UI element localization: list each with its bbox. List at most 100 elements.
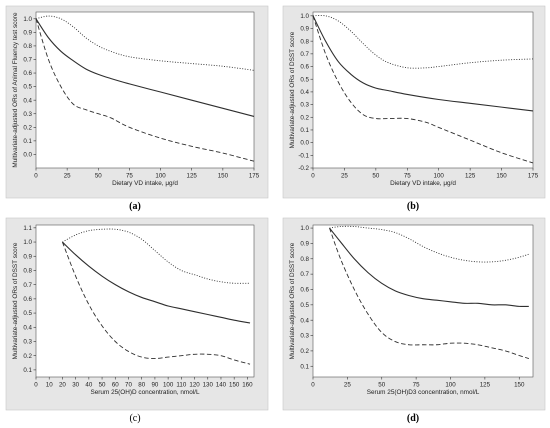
x-tick-label: 30 bbox=[72, 382, 79, 389]
y-tick-label: 0.1 bbox=[300, 127, 309, 134]
y-tick-label: 0.1 bbox=[300, 363, 309, 370]
y-tick-label: 0.6 bbox=[300, 287, 309, 294]
y-tick-label: 0.8 bbox=[23, 43, 32, 50]
x-tick-label: 120 bbox=[189, 382, 200, 389]
x-tick-label: 40 bbox=[85, 382, 92, 389]
x-tick-label: 125 bbox=[465, 173, 476, 180]
y-tick-label: 0.9 bbox=[23, 253, 32, 260]
x-tick-label: 80 bbox=[138, 382, 145, 389]
panel-caption: (d) bbox=[407, 413, 419, 424]
y-tick-label: 1.0 bbox=[300, 225, 309, 232]
chart-panel-c: 0.1 0.2 0.3 0.4 0.5 0.6 0.7 0.8 0.9 1.0 1.1 0 10 20 30… bbox=[5, 217, 269, 424]
y-tick-label: 0.1 bbox=[23, 138, 32, 145]
panel-caption: (c) bbox=[129, 413, 140, 424]
y-tick-label: 0.4 bbox=[23, 324, 32, 331]
panel-caption: (a) bbox=[129, 201, 141, 212]
y-tick-label: 0.1 bbox=[23, 367, 32, 374]
series-line-dotted bbox=[329, 225, 530, 263]
x-tick-label: 25 bbox=[344, 382, 351, 389]
y-tick-label: 0.4 bbox=[300, 317, 309, 324]
x-tick-label: 50 bbox=[372, 173, 379, 180]
x-tick-label: 50 bbox=[378, 382, 385, 389]
y-tick-label: 0.6 bbox=[300, 64, 309, 71]
y-tick-label: 0.3 bbox=[23, 339, 32, 346]
x-tick-label: 100 bbox=[434, 173, 445, 180]
x-tick-label: 175 bbox=[249, 173, 260, 180]
plot-area bbox=[35, 224, 255, 378]
x-tick-label: 150 bbox=[229, 382, 240, 389]
series-line-dotted bbox=[62, 228, 251, 284]
x-tick-label: 50 bbox=[95, 173, 102, 180]
y-tick-label: 0.8 bbox=[23, 268, 32, 275]
series-line-solid bbox=[62, 241, 251, 324]
x-tick-label: 0 bbox=[34, 382, 38, 389]
series-line-dotted bbox=[35, 15, 255, 71]
series-line-solid bbox=[312, 15, 534, 112]
x-tick-label: 0 bbox=[34, 173, 38, 180]
x-tick-label: 130 bbox=[203, 382, 214, 389]
chart-panel-b: -0.2 -0.1 0.0 0.1 0.2 0.3 0.4 0.5 0.6 0.7 0.8 0.9 1.… bbox=[282, 5, 546, 212]
y-tick-label: 0.4 bbox=[300, 89, 309, 96]
series-line-dashed bbox=[312, 15, 534, 164]
y-tick-label: 0.3 bbox=[23, 111, 32, 118]
y-axis-title: Multivariate-adjusted ORs of DSST score bbox=[289, 31, 296, 148]
y-tick-label: 0.5 bbox=[23, 84, 32, 91]
y-tick-label: 0.5 bbox=[23, 310, 32, 317]
x-tick-label: 50 bbox=[99, 382, 106, 389]
y-tick-label: 0.9 bbox=[300, 241, 309, 248]
y-tick-label: 0.7 bbox=[23, 57, 32, 64]
x-tick-label: 150 bbox=[514, 382, 525, 389]
x-tick-label: 70 bbox=[125, 382, 132, 389]
x-axis-title: Dietary VD intake, μg/d bbox=[112, 180, 178, 187]
y-tick-label: 0.9 bbox=[23, 29, 32, 36]
x-tick-label: 150 bbox=[218, 173, 229, 180]
x-tick-label: 25 bbox=[341, 173, 348, 180]
y-tick-label: 0.9 bbox=[300, 26, 309, 33]
y-tick-label: 0.7 bbox=[300, 271, 309, 278]
series-line-dashed bbox=[329, 227, 530, 360]
y-tick-label: 0.4 bbox=[23, 97, 32, 104]
y-tick-label: 0.2 bbox=[23, 353, 32, 360]
x-tick-label: 100 bbox=[445, 382, 456, 389]
y-tick-label: -0.2 bbox=[298, 165, 309, 172]
series-line-dashed bbox=[62, 241, 251, 365]
x-axis-title: Serum 25(OH)D concentration, nmol/L bbox=[90, 389, 199, 396]
x-tick-label: 75 bbox=[413, 382, 420, 389]
chart-panel-d: 0.1 0.2 0.3 0.4 0.5 0.6 0.7 0.8 0.9 1.0 0 25 50 75 100… bbox=[282, 217, 546, 424]
y-tick-label: 0.7 bbox=[300, 51, 309, 58]
y-tick-label: 0.6 bbox=[23, 296, 32, 303]
y-axis-title: Multivariate-adjusted ORs of DSST score bbox=[12, 242, 19, 359]
x-tick-label: 0 bbox=[311, 173, 315, 180]
y-tick-label: 1.0 bbox=[23, 16, 32, 23]
x-tick-label: 110 bbox=[176, 382, 186, 389]
x-tick-label: 125 bbox=[187, 173, 198, 180]
y-tick-label: 0.8 bbox=[300, 38, 309, 45]
x-tick-label: 75 bbox=[126, 173, 133, 180]
y-tick-label: 0.0 bbox=[300, 140, 309, 147]
y-tick-label: 0.0 bbox=[23, 152, 32, 159]
chart-panel-a: 0.0 0.1 0.2 0.3 0.4 0.5 0.6 0.7 0.8 0.9 1.0 0 25 50 75… bbox=[5, 5, 269, 212]
plot-area bbox=[35, 11, 255, 169]
series-line-solid bbox=[329, 227, 529, 308]
y-tick-label: 0.6 bbox=[23, 70, 32, 77]
y-axis-title: Multivariate-adjusted ORs of Animal Flue… bbox=[12, 12, 19, 168]
y-tick-label: 0.8 bbox=[300, 256, 309, 263]
x-tick-label: 60 bbox=[112, 382, 119, 389]
y-tick-label: 0.3 bbox=[300, 333, 309, 340]
x-axis-title: Serum 25(OH)D3 concentration, nmol/L bbox=[367, 389, 480, 396]
x-tick-label: 140 bbox=[216, 382, 227, 389]
y-tick-label: 0.2 bbox=[300, 348, 309, 355]
x-tick-label: 150 bbox=[496, 173, 507, 180]
series-line-dashed bbox=[35, 18, 255, 162]
x-tick-label: 175 bbox=[528, 173, 539, 180]
x-axis-title: Dietary VD intake, μg/d bbox=[390, 180, 456, 187]
plot-area bbox=[312, 224, 534, 378]
y-tick-label: 0.5 bbox=[300, 302, 309, 309]
x-tick-label: 10 bbox=[46, 382, 53, 389]
y-tick-label: -0.1 bbox=[298, 152, 309, 159]
y-tick-label: 0.3 bbox=[300, 102, 309, 109]
plot-area bbox=[312, 11, 534, 169]
x-tick-label: 20 bbox=[59, 382, 66, 389]
series-line-dotted bbox=[312, 14, 534, 69]
